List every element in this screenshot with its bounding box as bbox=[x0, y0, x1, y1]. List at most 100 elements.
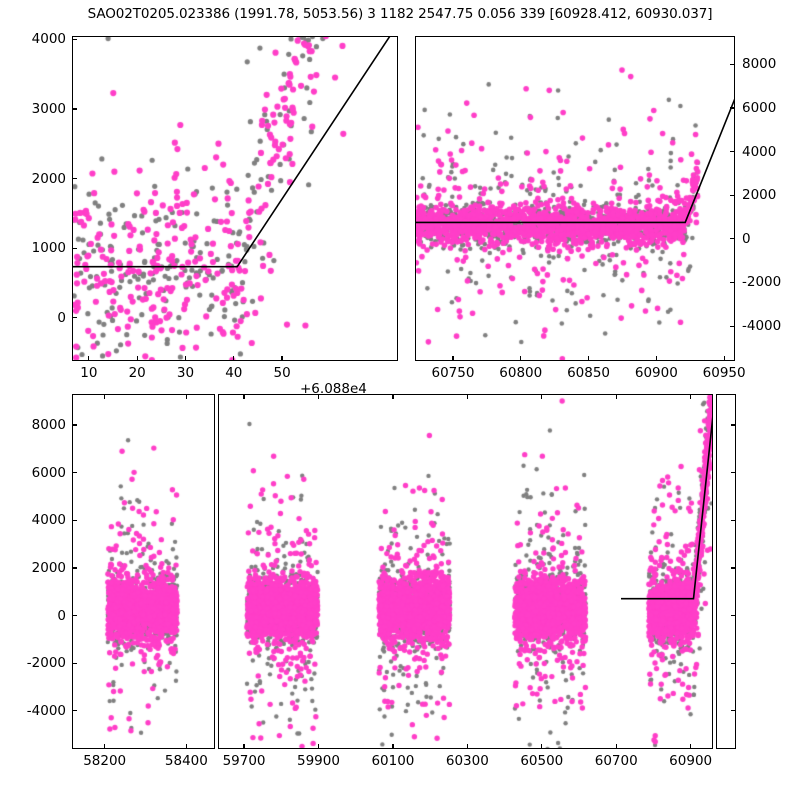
xtick-mark-bottom-early-top bbox=[104, 394, 106, 399]
ytick-label-bottom: -4000 bbox=[26, 702, 66, 719]
xtick-mark-bottom-early bbox=[185, 744, 187, 749]
x-offset-label-top-left: +6.088e4 bbox=[300, 381, 367, 397]
trendline-overlay-top-right bbox=[416, 98, 734, 224]
ytick-mark-bottom bbox=[72, 567, 77, 569]
panel-top-left-plot-area bbox=[73, 37, 397, 360]
ytick-mark-bottom-right bbox=[731, 472, 736, 474]
ytick-label-bottom: 6000 bbox=[31, 464, 66, 481]
ytick-mark-top-left bbox=[72, 38, 77, 41]
ytick-label-bottom: 4000 bbox=[31, 512, 66, 529]
ytick-mark-top-left bbox=[72, 178, 77, 180]
xtick-label-bottom-main: 60700 bbox=[594, 753, 638, 769]
xtick-mark-bottom-main bbox=[317, 744, 320, 749]
ytick-label-bottom: -2000 bbox=[26, 655, 66, 672]
trendline-bottom-main bbox=[621, 417, 712, 600]
xtick-label-bottom-main: 60300 bbox=[445, 753, 489, 769]
trendline-overlay-top-left bbox=[73, 37, 391, 268]
xtick-label-bottom-main: 59700 bbox=[222, 753, 266, 769]
panel-bottom-early-plot-area bbox=[73, 395, 214, 748]
ytick-label-top-right: -4000 bbox=[742, 318, 782, 335]
xtick-label-top-right: 60900 bbox=[634, 365, 678, 381]
xtick-label-bottom-main: 60900 bbox=[669, 753, 713, 769]
xtick-label-bottom-main: 60500 bbox=[520, 753, 564, 769]
xtick-mark-bottom-early bbox=[104, 744, 106, 749]
ytick-mark-top-right bbox=[730, 107, 735, 109]
ytick-mark-bottom-right bbox=[731, 662, 736, 664]
ytick-mark-top-right bbox=[730, 238, 735, 240]
xtick-label-top-left: 50 bbox=[273, 365, 291, 381]
xtick-mark-top-left bbox=[233, 356, 235, 361]
ytick-mark-bottom bbox=[72, 662, 77, 664]
panel-bottom-segment-main bbox=[218, 394, 713, 749]
ytick-label-top-right: 4000 bbox=[742, 143, 777, 160]
xtick-label-top-right: 60750 bbox=[431, 365, 475, 381]
ytick-mark-bottom-right bbox=[731, 424, 736, 426]
xtick-mark-top-right bbox=[587, 356, 590, 361]
xtick-label-top-left: 20 bbox=[128, 365, 146, 381]
ytick-mark-bottom bbox=[72, 519, 77, 521]
trendline-top-right bbox=[416, 98, 734, 224]
scatter-canvas-bottom-early bbox=[73, 395, 214, 748]
ytick-label-top-left: 1000 bbox=[31, 240, 66, 257]
ytick-label-top-left: 3000 bbox=[31, 101, 66, 118]
xtick-label-top-right: 60800 bbox=[499, 365, 543, 381]
xtick-mark-bottom-main bbox=[690, 744, 692, 749]
ytick-mark-top-left bbox=[72, 108, 77, 110]
xtick-mark-top-left bbox=[184, 356, 187, 361]
xtick-mark-bottom-main bbox=[615, 744, 617, 749]
xtick-mark-bottom-main-top bbox=[690, 394, 692, 399]
ytick-mark-top-right bbox=[730, 325, 735, 327]
xtick-label-top-left: 40 bbox=[225, 365, 243, 381]
trendline-top-left bbox=[73, 37, 391, 268]
xtick-mark-bottom-early-top bbox=[185, 394, 187, 399]
ytick-mark-bottom bbox=[72, 614, 77, 617]
panel-bottom-tail-plot-area bbox=[717, 395, 735, 748]
xtick-mark-bottom-main bbox=[466, 744, 468, 749]
xtick-mark-top-right bbox=[452, 356, 454, 361]
ytick-label-top-right: 8000 bbox=[742, 56, 777, 73]
panel-top-left-zoom bbox=[72, 36, 398, 361]
ytick-label-top-left: 2000 bbox=[31, 170, 66, 187]
xtick-mark-top-right bbox=[655, 356, 657, 361]
xtick-mark-top-left bbox=[136, 356, 138, 361]
ytick-mark-top-right bbox=[730, 63, 735, 65]
ytick-mark-top-right bbox=[730, 194, 735, 196]
ytick-mark-top-left bbox=[72, 317, 77, 319]
xtick-mark-top-right bbox=[723, 356, 725, 361]
ytick-label-bottom: 2000 bbox=[31, 559, 66, 576]
xtick-mark-top-right bbox=[520, 356, 522, 361]
ytick-label-bottom: 8000 bbox=[31, 416, 66, 433]
ytick-label-top-right: -2000 bbox=[742, 274, 782, 291]
xtick-mark-top-left bbox=[88, 356, 90, 361]
ytick-label-top-left: 0 bbox=[57, 309, 66, 326]
ytick-label-top-right: 6000 bbox=[742, 99, 777, 116]
xtick-mark-bottom-main-top bbox=[466, 394, 468, 399]
ytick-mark-bottom-right bbox=[731, 567, 736, 569]
ytick-mark-bottom bbox=[72, 472, 77, 474]
xtick-mark-bottom-main-top bbox=[317, 394, 320, 399]
ytick-mark-bottom-right bbox=[731, 710, 736, 712]
ytick-label-top-left: 4000 bbox=[31, 31, 66, 48]
xtick-label-top-left: 30 bbox=[176, 365, 195, 381]
ytick-label-top-right: 2000 bbox=[742, 187, 777, 204]
xtick-label-bottom-early: 58400 bbox=[164, 753, 208, 769]
xtick-label-top-right: 60850 bbox=[567, 365, 611, 381]
xtick-mark-bottom-main-top bbox=[541, 394, 543, 399]
ytick-label-top-right: 0 bbox=[742, 230, 751, 247]
xtick-label-top-right: 60950 bbox=[702, 365, 746, 381]
scatter-canvas-top-right bbox=[416, 37, 734, 360]
trendline-overlay-bottom-main bbox=[621, 417, 712, 600]
xtick-mark-bottom-main bbox=[243, 744, 245, 749]
xtick-mark-bottom-main bbox=[392, 744, 394, 749]
ytick-mark-bottom-right bbox=[731, 519, 736, 521]
scatter-canvas-bottom-main bbox=[219, 395, 712, 748]
ytick-mark-top-right bbox=[730, 151, 735, 153]
ytick-label-bottom: 0 bbox=[57, 607, 66, 624]
xtick-mark-bottom-main-top bbox=[243, 394, 245, 399]
xtick-mark-bottom-main bbox=[541, 744, 543, 749]
ytick-mark-bottom bbox=[72, 710, 77, 712]
xtick-mark-bottom-main-top bbox=[392, 394, 394, 399]
panel-bottom-segment-tail bbox=[716, 394, 736, 749]
xtick-mark-top-left bbox=[281, 356, 283, 361]
xtick-label-bottom-main: 59900 bbox=[297, 753, 340, 769]
